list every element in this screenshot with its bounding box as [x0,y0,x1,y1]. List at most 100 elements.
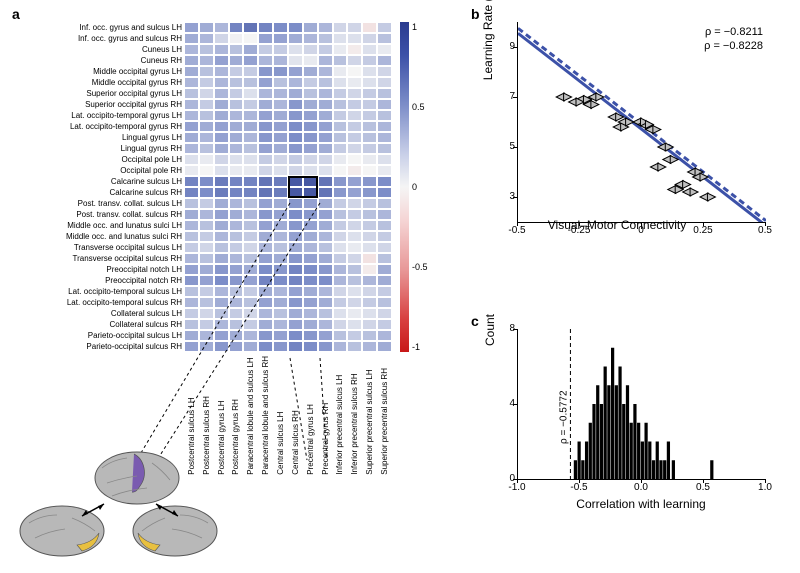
xtick: -0.25 [567,225,591,236]
heatmap-cell [199,176,214,187]
heatmap-cell [243,176,258,187]
heatmap-cell [288,66,303,77]
heatmap-cell [362,319,377,330]
heatmap-cell [347,231,362,242]
col-label: Paracentral lobule and sulcus LH [246,356,255,475]
row-label: Lingual gyrus LH [22,134,182,142]
heatmap-cell [184,286,199,297]
heatmap-cell [214,297,229,308]
heatmap-cell [258,198,273,209]
heatmap-cell [184,330,199,341]
col-label: Postcentral gyrus RH [231,356,240,475]
heatmap-cell [362,22,377,33]
row-label: Cuneus LH [22,46,182,54]
rho2: ρ = −0.8228 [704,40,763,52]
heatmap-cell [377,198,392,209]
heatmap-cell [214,264,229,275]
heatmap-row-labels: Inf. occ. gyrus and sulcus LHInf. occ. g… [22,22,182,352]
heatmap-cell [288,231,303,242]
heatmap-cell [184,165,199,176]
heatmap-cell [214,121,229,132]
marker-left [700,193,708,201]
heatmap-cell [199,264,214,275]
heatmap-cell [273,132,288,143]
rho1: ρ = −0.8211 [705,26,763,38]
heatmap-cell [362,66,377,77]
heatmap-cell [243,88,258,99]
col-label: Central sulcus LH [276,356,285,475]
marker-left [683,188,691,196]
heatmap-cell [258,264,273,275]
marker-left [569,98,577,106]
scatter-plot [517,22,766,223]
row-label: Preoccipital notch LH [22,266,182,274]
heatmap-cell [362,132,377,143]
hist-bar [589,423,592,479]
colorbar-tick: 0 [412,182,442,192]
heatmap-cell [214,275,229,286]
heatmap-cell [333,242,348,253]
heatmap-cell [229,55,244,66]
heatmap-cell [243,231,258,242]
heatmap-cell [199,55,214,66]
heatmap-cell [333,231,348,242]
heatmap-cell [258,187,273,198]
hist-bar [604,367,607,480]
heatmap-cell [229,264,244,275]
heatmap-cell [273,297,288,308]
heatmap-cell [377,220,392,231]
heatmap-cell [303,77,318,88]
heatmap-cell [333,297,348,308]
heatmap-cell [258,308,273,319]
heatmap-cell [199,110,214,121]
heatmap-cell [273,341,288,352]
heatmap-cell [347,22,362,33]
heatmap-cell [347,55,362,66]
heatmap-cell [243,154,258,165]
heatmap-cell [258,319,273,330]
row-label: Middle occ. and lunatus sulci RH [22,233,182,241]
row-label: Collateral sulcus LH [22,310,182,318]
heatmap-cell [214,341,229,352]
heatmap-cell [258,99,273,110]
heatmap-cell [318,110,333,121]
heatmap-cell [318,231,333,242]
colorbar-tick: 0.5 [412,102,442,112]
row-label: Calcarine sulcus RH [22,189,182,197]
panel-b-label: b [471,6,480,22]
regression-line [518,33,766,222]
heatmap-cell [377,88,392,99]
marker-left [556,93,564,101]
heatmap-cell [214,330,229,341]
heatmap-cell [377,319,392,330]
heatmap-cell [362,253,377,264]
heatmap-cell [199,220,214,231]
heatmap-cell [243,187,258,198]
heatmap-cell [362,77,377,88]
heatmap-cell [243,165,258,176]
heatmap-cell [303,143,318,154]
heatmap-cell [377,308,392,319]
heatmap-cell [303,132,318,143]
heatmap-cell [347,319,362,330]
heatmap-cell [347,132,362,143]
heatmap-cell [229,44,244,55]
rho-label: ρ = −0.5772 [558,390,569,444]
heatmap-cell [303,242,318,253]
heatmap-cell [347,143,362,154]
heatmap-cell [273,286,288,297]
heatmap-cell [184,220,199,231]
heatmap-cell [199,198,214,209]
heatmap-cell [229,176,244,187]
heatmap-cell [318,176,333,187]
heatmap-cell [288,99,303,110]
heatmap-cell [288,198,303,209]
heatmap-cell [288,330,303,341]
marker-right [707,193,715,201]
row-label: Middle occipital gyrus RH [22,79,182,87]
heatmap-cell [362,88,377,99]
heatmap-cell [199,341,214,352]
colorbar [400,22,409,352]
colorbar-tick: -1 [412,342,442,352]
heatmap-cell [258,154,273,165]
